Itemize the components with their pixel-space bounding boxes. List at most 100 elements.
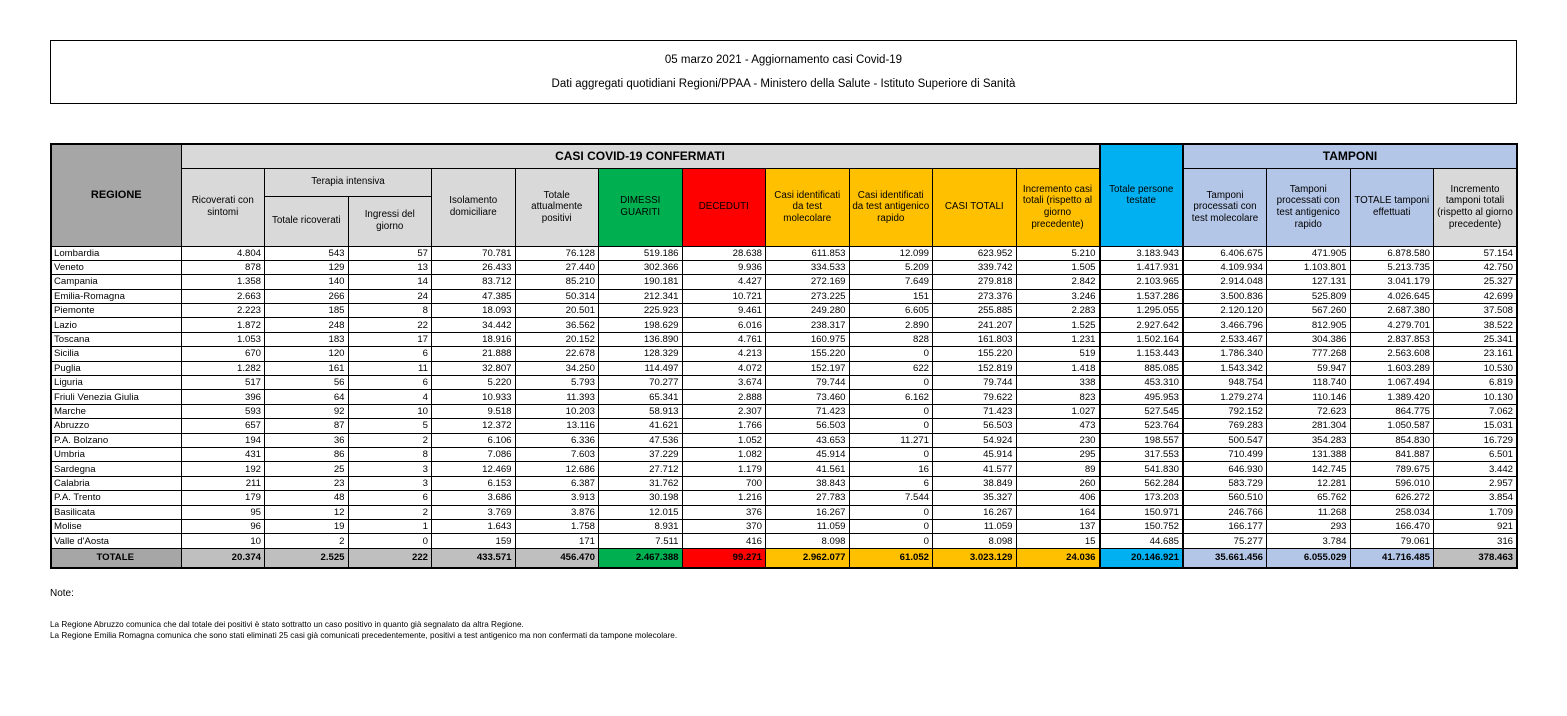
swabs-antigen-value: 1.103.801	[1266, 259, 1351, 276]
total-swabs-value: 1.050.587	[1349, 418, 1434, 434]
table-row: Veneto 878 129 13 26.433 27.440 302.366 …	[50, 259, 1518, 276]
note-emilia-romagna: La Regione Emilia Romagna comunica che s…	[50, 631, 678, 641]
hospitalized-symptoms-value: 517	[180, 375, 265, 391]
recovered-value: 31.762	[598, 475, 683, 492]
icu-admissions-value: 1	[347, 518, 432, 535]
swabs-increment-value: 16.729	[1433, 432, 1518, 448]
recovered-value: 47.536	[598, 432, 683, 448]
people-tested-value: 2.927.642	[1098, 317, 1184, 333]
cases-molecular-value: 71.423	[765, 403, 850, 420]
total-swabs-value: 596.010	[1349, 475, 1434, 492]
people-tested-value: 1.502.164	[1098, 331, 1184, 348]
total-swabs-value: 166.470	[1349, 518, 1434, 535]
swabs-molecular-value: 4.109.934	[1182, 259, 1267, 276]
cases-antigen-value: 6.605	[848, 303, 933, 319]
icu-total-value: 185	[264, 303, 349, 319]
hospitalized-symptoms-value: 194	[180, 432, 265, 448]
icu-total-value: 56	[264, 375, 349, 391]
total-swabs-value: 4.279.701	[1349, 317, 1434, 333]
currently-positive-value: 11.393	[514, 389, 599, 405]
home-isolation-value: 10.933	[431, 389, 516, 405]
cases-antigen-value: 622	[848, 360, 933, 377]
deceased-value: 2.307	[681, 403, 766, 420]
total-swabs-value: 3.041.179	[1349, 274, 1434, 290]
icu-admissions-value: 22	[347, 317, 432, 333]
deceased-value: 2.888	[681, 389, 766, 405]
people-tested-value: 885.085	[1098, 360, 1184, 377]
cases-antigen-value: 0	[848, 518, 933, 535]
cases-antigen-value: 0	[848, 418, 933, 434]
icu-admissions-value: 11	[347, 360, 432, 377]
swabs-molecular-value: 75.277	[1182, 533, 1267, 549]
total-icu-admissions: 222	[347, 547, 432, 569]
region-name: Valle d'Aosta	[50, 533, 182, 549]
swabs-molecular-value: 583.729	[1182, 475, 1267, 492]
cases-antigen-value: 12.099	[848, 245, 933, 261]
icu-admissions-value: 3	[347, 475, 432, 492]
deceased-value: 4.761	[681, 331, 766, 348]
total-swabs-value: 2.837.853	[1349, 331, 1434, 348]
deceased-value: 376	[681, 504, 766, 520]
people-tested-value: 44.685	[1098, 533, 1184, 549]
table-row: Friuli Venezia Giulia 396 64 4 10.933 11…	[50, 389, 1518, 405]
home-isolation-value: 6.106	[431, 432, 516, 448]
swabs-molecular-value: 769.283	[1182, 418, 1267, 434]
swabs-antigen-value: 11.268	[1266, 504, 1351, 520]
region-name: Calabria	[50, 475, 182, 492]
cases-antigen-value: 0	[848, 375, 933, 391]
cases-antigen-value: 11.271	[848, 432, 933, 448]
home-isolation-value: 32.807	[431, 360, 516, 377]
cases-antigen-value: 7.649	[848, 274, 933, 290]
currently-positive-value: 22.678	[514, 346, 599, 362]
deceased-value: 1.766	[681, 418, 766, 434]
swabs-molecular-value: 710.499	[1182, 446, 1267, 463]
icu-total-value: 183	[264, 331, 349, 348]
cases-molecular-value: 43.653	[765, 432, 850, 448]
people-tested-value: 495.953	[1098, 389, 1184, 405]
total-swabs-value: 6.878.580	[1349, 245, 1434, 261]
deceased-value: 1.216	[681, 490, 766, 506]
home-isolation-value: 5.220	[431, 375, 516, 391]
total-cases-value: 35.327	[932, 490, 1017, 506]
cases-increment-value: 2.842	[1015, 274, 1100, 290]
swabs-increment-value: 3.442	[1433, 461, 1518, 477]
total-cases-value: 8.098	[932, 533, 1017, 549]
region-name: P.A. Trento	[50, 490, 182, 506]
table-row: Molise 96 19 1 1.643 1.758 8.931 370 11.…	[50, 518, 1518, 535]
region-name: Toscana	[50, 331, 182, 348]
swabs-antigen-value: 567.260	[1266, 303, 1351, 319]
cases-molecular-value: 238.317	[765, 317, 850, 333]
total-swabs-value: 1.067.494	[1349, 375, 1434, 391]
swabs-molecular-value: 1.786.340	[1182, 346, 1267, 362]
swabs-antigen-value: 118.740	[1266, 375, 1351, 391]
swabs-increment-value: 921	[1433, 518, 1518, 535]
icu-total-value: 36	[264, 432, 349, 448]
icu-admissions-value: 3	[347, 461, 432, 477]
total-cases-value: 79.622	[932, 389, 1017, 405]
total-swabs-value: 2.687.380	[1349, 303, 1434, 319]
icu-total-value: 2	[264, 533, 349, 549]
cases-antigen-value: 0	[848, 504, 933, 520]
recovered-value: 12.015	[598, 504, 683, 520]
icu-admissions-value: 6	[347, 375, 432, 391]
swabs-molecular-value: 3.500.836	[1182, 288, 1267, 305]
cases-antigen-value: 0	[848, 403, 933, 420]
total-cases-value: 54.924	[932, 432, 1017, 448]
region-name: Umbria	[50, 446, 182, 463]
home-isolation-header: Isolamento domiciliare	[431, 167, 516, 247]
total-cases-value: 38.849	[932, 475, 1017, 492]
swabs-molecular-value: 246.766	[1182, 504, 1267, 520]
home-isolation-value: 3.686	[431, 490, 516, 506]
table-row: Basilicata 95 12 2 3.769 3.876 12.015 37…	[50, 504, 1518, 520]
icu-admissions-value: 57	[347, 245, 432, 261]
cases-molecular-value: 8.098	[765, 533, 850, 549]
total-icu: 2.525	[264, 547, 349, 569]
icu-admissions-value: 17	[347, 331, 432, 348]
people-tested-value: 3.183.943	[1098, 245, 1184, 261]
swabs-increment-value: 1.709	[1433, 504, 1518, 520]
swabs-increment-value: 316	[1433, 533, 1518, 549]
home-isolation-value: 3.769	[431, 504, 516, 520]
hospitalized-symptoms-header: Ricoverati con sintomi	[180, 167, 265, 247]
total-cases-value: 41.577	[932, 461, 1017, 477]
table-row: Piemonte 2.223 185 8 18.093 20.501 225.9…	[50, 303, 1518, 319]
